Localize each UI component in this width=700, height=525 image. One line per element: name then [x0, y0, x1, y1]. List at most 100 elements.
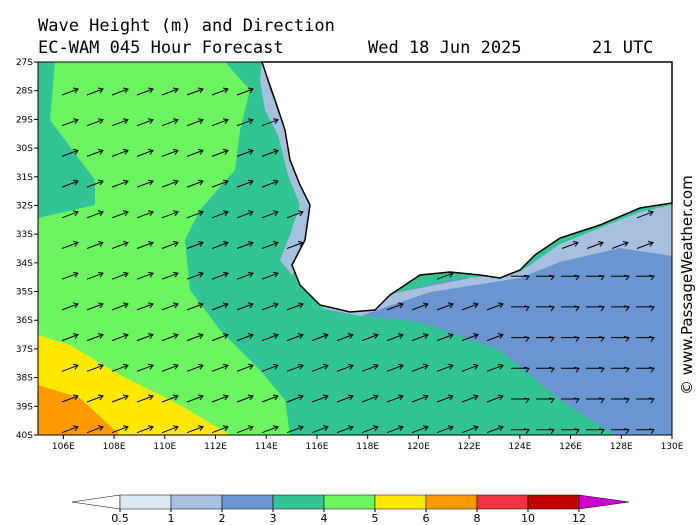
zone	[260, 62, 315, 275]
wave-arrow	[411, 425, 429, 434]
wave-arrow	[136, 118, 154, 127]
wave-arrow	[286, 394, 304, 403]
wave-arrow	[111, 394, 129, 403]
wave-arrow	[286, 241, 304, 249]
wave-arrow	[111, 241, 129, 249]
wave-arrow	[186, 179, 204, 188]
wave-arrow	[636, 336, 655, 342]
wave-arrow	[186, 87, 204, 96]
legend-swatch	[323, 494, 376, 510]
wave-arrow	[361, 363, 379, 372]
wave-arrow	[361, 394, 379, 403]
wave-arrow	[311, 425, 329, 434]
wave-arrow	[111, 425, 129, 434]
wave-arrow	[211, 87, 229, 96]
wave-arrow	[261, 118, 279, 127]
legend-high	[578, 494, 630, 510]
wave-arrow	[261, 394, 279, 403]
wave-arrow	[236, 118, 254, 127]
wave-arrow	[611, 241, 629, 249]
wave-arrow	[511, 397, 530, 404]
wave-arrow	[386, 302, 404, 311]
wave-arrow	[636, 274, 655, 281]
wave-arrow	[111, 148, 129, 157]
wave-arrow	[436, 333, 454, 342]
lat-label: 36S	[16, 316, 33, 326]
arrows	[61, 87, 655, 434]
wave-arrow	[161, 271, 179, 280]
wave-arrow	[161, 241, 179, 249]
lat-label: 32S	[16, 201, 33, 211]
wave-arrow	[61, 210, 79, 219]
wave-arrow	[261, 271, 279, 280]
lat-label: 28S	[16, 87, 33, 97]
wave-arrow	[136, 87, 154, 96]
wave-arrow	[236, 425, 254, 434]
lon-label: 130E	[661, 442, 684, 452]
zone	[38, 385, 120, 435]
wave-arrow	[536, 274, 555, 281]
wave-arrow	[186, 210, 204, 219]
lat-label: 33S	[16, 230, 33, 240]
wave-arrow	[136, 148, 154, 157]
legend-swatch	[119, 494, 172, 510]
lat-label: 31S	[16, 173, 33, 183]
wave-arrow	[86, 87, 104, 96]
lat-label: 38S	[16, 374, 33, 384]
wave-arrow	[561, 241, 579, 249]
wave-arrow	[411, 394, 429, 403]
wave-arrow	[561, 305, 580, 312]
wave-arrow	[636, 428, 655, 434]
wave-arrow	[236, 363, 254, 372]
wave-arrow	[336, 425, 354, 434]
wave-arrow	[261, 179, 279, 188]
lon-label: 120E	[407, 442, 430, 452]
wave-arrow	[186, 118, 204, 127]
wave-arrow	[236, 148, 254, 157]
wave-arrow	[561, 366, 580, 373]
wave-arrow	[386, 363, 404, 372]
wave-arrow	[211, 333, 229, 342]
wave-arrow	[261, 148, 279, 157]
wave-arrow	[211, 148, 229, 157]
wave-arrow	[186, 271, 204, 280]
zone	[38, 62, 95, 218]
wave-arrow	[361, 333, 379, 342]
wave-arrow	[461, 425, 479, 434]
wave-arrow	[161, 87, 179, 96]
wave-arrow	[386, 333, 404, 342]
wave-arrow	[86, 425, 104, 434]
legend-label: 4	[321, 512, 328, 525]
lon-label: 106E	[52, 442, 75, 452]
wave-arrow	[361, 425, 379, 434]
legend-label: 10	[521, 512, 535, 525]
wave-arrow	[86, 302, 104, 311]
wave-arrow	[236, 87, 254, 96]
wave-arrow	[586, 241, 604, 249]
wave-arrow	[561, 428, 580, 434]
wave-arrow	[236, 241, 254, 249]
legend-label: 0.5	[111, 512, 129, 525]
wave-arrow	[536, 305, 555, 312]
lon-label: 126E	[559, 442, 582, 452]
legend-swatch	[272, 494, 325, 510]
wave-arrow	[161, 425, 179, 434]
wave-arrow	[236, 271, 254, 280]
wave-arrow	[286, 210, 304, 219]
wave-arrow	[111, 179, 129, 188]
wave-arrow	[186, 425, 204, 434]
lat-label: 34S	[16, 259, 33, 269]
lon-label: 116E	[306, 442, 329, 452]
wave-arrow	[186, 333, 204, 342]
wave-arrow	[211, 271, 229, 280]
wave-arrow	[511, 428, 530, 434]
wave-arrow	[311, 333, 329, 342]
wave-arrow	[611, 397, 630, 404]
wave-arrow	[636, 366, 655, 373]
wave-arrow	[261, 210, 279, 219]
wave-arrow	[161, 302, 179, 311]
legend-label: 1	[168, 512, 175, 525]
wave-arrow	[561, 274, 580, 281]
lon-label: 110E	[153, 442, 176, 452]
wave-arrow	[611, 428, 630, 434]
